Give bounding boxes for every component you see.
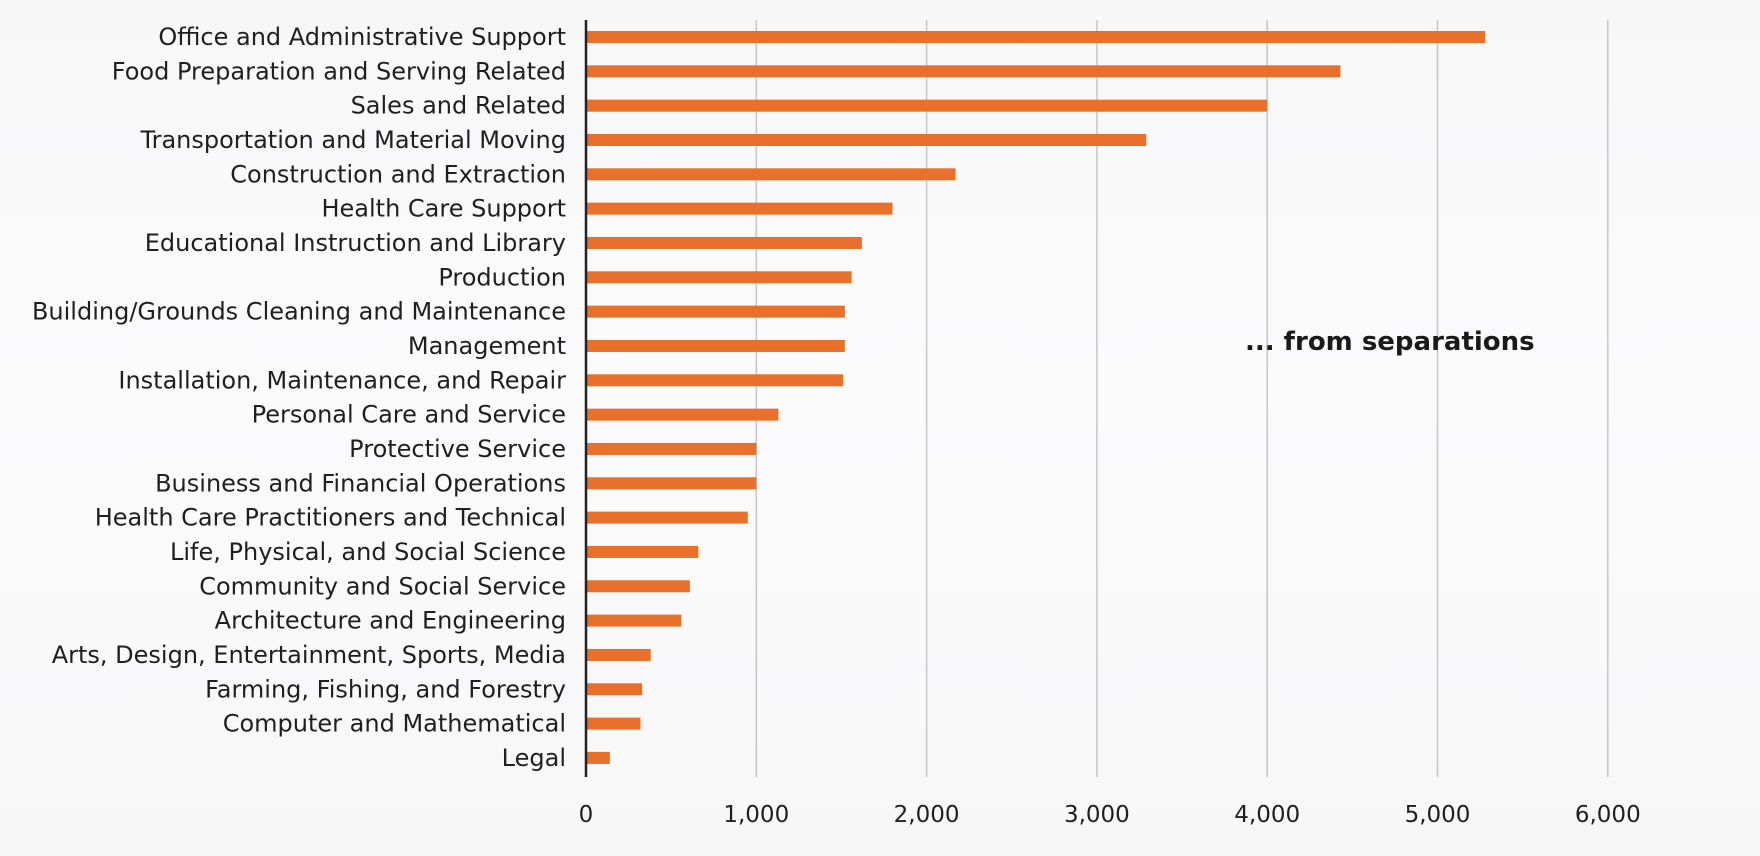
- x-tick-label: 6,000: [1575, 802, 1641, 828]
- bar: [586, 271, 852, 284]
- x-tick-label: 0: [579, 802, 594, 828]
- category-label: Arts, Design, Entertainment, Sports, Med…: [52, 641, 566, 669]
- bar: [586, 236, 862, 249]
- category-label: Construction and Extraction: [230, 160, 566, 188]
- category-label: Educational Instruction and Library: [145, 229, 566, 257]
- x-tick-label: 1,000: [723, 802, 789, 828]
- bar: [586, 477, 757, 490]
- bar: [586, 580, 690, 593]
- category-label: Personal Care and Service: [252, 401, 566, 429]
- category-label: Sales and Related: [351, 92, 566, 120]
- category-label: Food Preparation and Serving Related: [112, 57, 566, 85]
- bar: [586, 168, 956, 181]
- category-label: Farming, Fishing, and Forestry: [205, 675, 566, 703]
- category-label: Building/Grounds Cleaning and Maintenanc…: [32, 298, 566, 326]
- category-label: Life, Physical, and Social Science: [170, 538, 566, 566]
- bar: [586, 648, 651, 661]
- category-label: Health Care Support: [321, 195, 566, 223]
- category-label: Management: [408, 332, 566, 360]
- bar: [586, 65, 1341, 78]
- category-label: Health Care Practitioners and Technical: [95, 504, 566, 532]
- bar: [586, 442, 757, 455]
- bar: [586, 31, 1486, 43]
- category-label: Legal: [502, 744, 566, 772]
- x-tick-label: 3,000: [1064, 802, 1130, 828]
- category-label: Installation, Maintenance, and Repair: [118, 366, 566, 394]
- bar: [586, 305, 845, 318]
- category-label: Protective Service: [349, 435, 566, 463]
- bars: [586, 31, 1486, 764]
- bar: [586, 202, 893, 215]
- x-tick-label: 4,000: [1234, 802, 1300, 828]
- bar: [586, 717, 641, 730]
- category-label: Office and Administrative Support: [158, 23, 566, 51]
- bar: [586, 99, 1268, 112]
- bar: [586, 683, 643, 696]
- category-label: Computer and Mathematical: [223, 710, 566, 738]
- gridlines: [755, 20, 1609, 777]
- bar: [586, 339, 845, 352]
- category-label: Production: [438, 263, 566, 291]
- category-labels: Office and Administrative Support Food Pr…: [32, 23, 566, 772]
- tick-labels: 0 1,000 2,000 3,000 4,000 5,000 6,000: [579, 802, 1641, 828]
- category-label: Business and Financial Operations: [155, 469, 566, 497]
- bar: [586, 614, 682, 627]
- bar: [586, 133, 1147, 146]
- annotation-label: ... from separations: [1245, 327, 1535, 357]
- category-label: Transportation and Material Moving: [139, 126, 566, 154]
- x-tick-label: 2,000: [894, 802, 960, 828]
- category-label: Community and Social Service: [199, 572, 566, 600]
- x-tick-label: 5,000: [1405, 802, 1471, 828]
- category-label: Architecture and Engineering: [215, 607, 566, 635]
- bar: [586, 511, 748, 524]
- bar: [586, 545, 699, 558]
- bar: [586, 374, 844, 387]
- bar: [586, 751, 610, 764]
- bar: [586, 408, 779, 421]
